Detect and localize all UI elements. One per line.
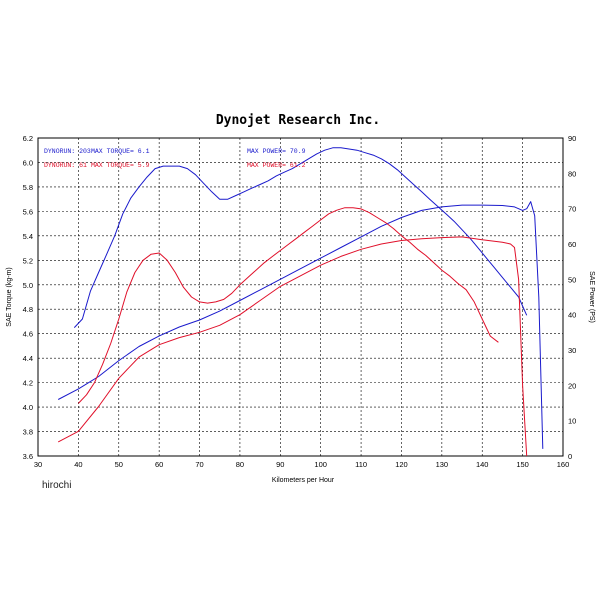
y-left-tick-label: 4.4 <box>23 354 33 363</box>
x-tick-label: 90 <box>276 460 284 469</box>
y-right-tick-label: 30 <box>568 346 576 355</box>
y-left-tick-label: 4.0 <box>23 403 33 412</box>
y-left-tick-label: 5.2 <box>23 256 33 265</box>
y-left-tick-label: 6.0 <box>23 158 33 167</box>
legend-max-power-61: MAX POWER= 61.2 <box>247 162 306 169</box>
series-lines <box>57 147 544 457</box>
watermark-hirochi: hirochi <box>42 480 71 491</box>
y-left-tick-label: 6.2 <box>23 134 33 143</box>
x-tick-labels: 30 40 50 60 70 80 90 100 110 120 130 140 150 160 <box>34 460 569 469</box>
y-left-axis-label: SAE Torque (kg-m) <box>6 267 13 326</box>
x-tick-label: 150 <box>516 460 529 469</box>
x-tick-label: 100 <box>314 460 327 469</box>
x-tick-label: 60 <box>155 460 163 469</box>
y-left-tick-label: 3.8 <box>23 428 33 437</box>
y-right-tick-label: 0 <box>568 452 572 461</box>
y-right-tick-label: 50 <box>568 275 576 284</box>
x-tick-label: 70 <box>195 460 203 469</box>
legend-max-power-203: MAX POWER= 70.9 <box>247 148 306 155</box>
y-right-tick-label: 40 <box>568 311 576 320</box>
y-right-tick-label: 70 <box>568 205 576 214</box>
grid-lines <box>38 138 563 456</box>
legend-run-203: DYNORUN: 203 <box>44 148 91 155</box>
x-tick-label: 80 <box>236 460 244 469</box>
y-left-tick-label: 4.6 <box>23 330 33 339</box>
y-right-tick-label: 60 <box>568 240 576 249</box>
y-right-axis-label: SAE Power (PS) <box>588 271 595 323</box>
x-tick-label: 40 <box>74 460 82 469</box>
chart-title: Dynojet Research Inc. <box>216 113 380 128</box>
y-right-tick-labels: 0 10 20 30 40 50 60 70 80 90 <box>568 134 576 461</box>
x-tick-label: 30 <box>34 460 42 469</box>
legend-run-61: DYNORUN: 61 <box>44 162 87 169</box>
x-axis-label: Kilometers per Hour <box>272 477 335 484</box>
y-right-tick-label: 80 <box>568 169 576 178</box>
x-tick-label: 120 <box>395 460 408 469</box>
y-left-tick-label: 4.2 <box>23 379 33 388</box>
legend: DYNORUN: 203 MAX TORQUE= 6.1 MAX POWER= … <box>44 148 306 169</box>
y-left-tick-label: 5.8 <box>23 183 33 192</box>
x-tick-label: 140 <box>476 460 489 469</box>
plot-frame <box>37 137 564 457</box>
x-tick-label: 110 <box>355 460 367 469</box>
y-right-tick-label: 10 <box>568 417 576 426</box>
series-line-run-61-torque <box>78 207 499 404</box>
y-right-tick-label: 90 <box>568 134 576 143</box>
y-right-tick-label: 20 <box>568 381 576 390</box>
y-left-tick-label: 5.0 <box>23 281 33 290</box>
x-tick-label: 50 <box>115 460 123 469</box>
series-line-run-203-torque <box>73 147 528 328</box>
series-line-run-61-power <box>57 236 528 457</box>
series-line-run-203-power <box>57 201 544 449</box>
y-left-tick-label: 5.4 <box>23 232 33 241</box>
legend-max-torque-61: MAX TORQUE= 5.9 <box>91 162 150 169</box>
y-left-tick-label: 4.8 <box>23 305 33 314</box>
x-tick-label: 160 <box>557 460 570 469</box>
x-tick-label: 130 <box>436 460 449 469</box>
y-left-tick-label: 5.6 <box>23 207 33 216</box>
y-left-tick-label: 3.6 <box>23 452 33 461</box>
legend-max-torque-203: MAX TORQUE= 6.1 <box>91 148 150 155</box>
y-left-tick-labels: 3.6 3.8 4.0 4.2 4.4 4.6 4.8 5.0 5.2 5.4 5.6 5.8 6.0 6… <box>23 134 33 461</box>
